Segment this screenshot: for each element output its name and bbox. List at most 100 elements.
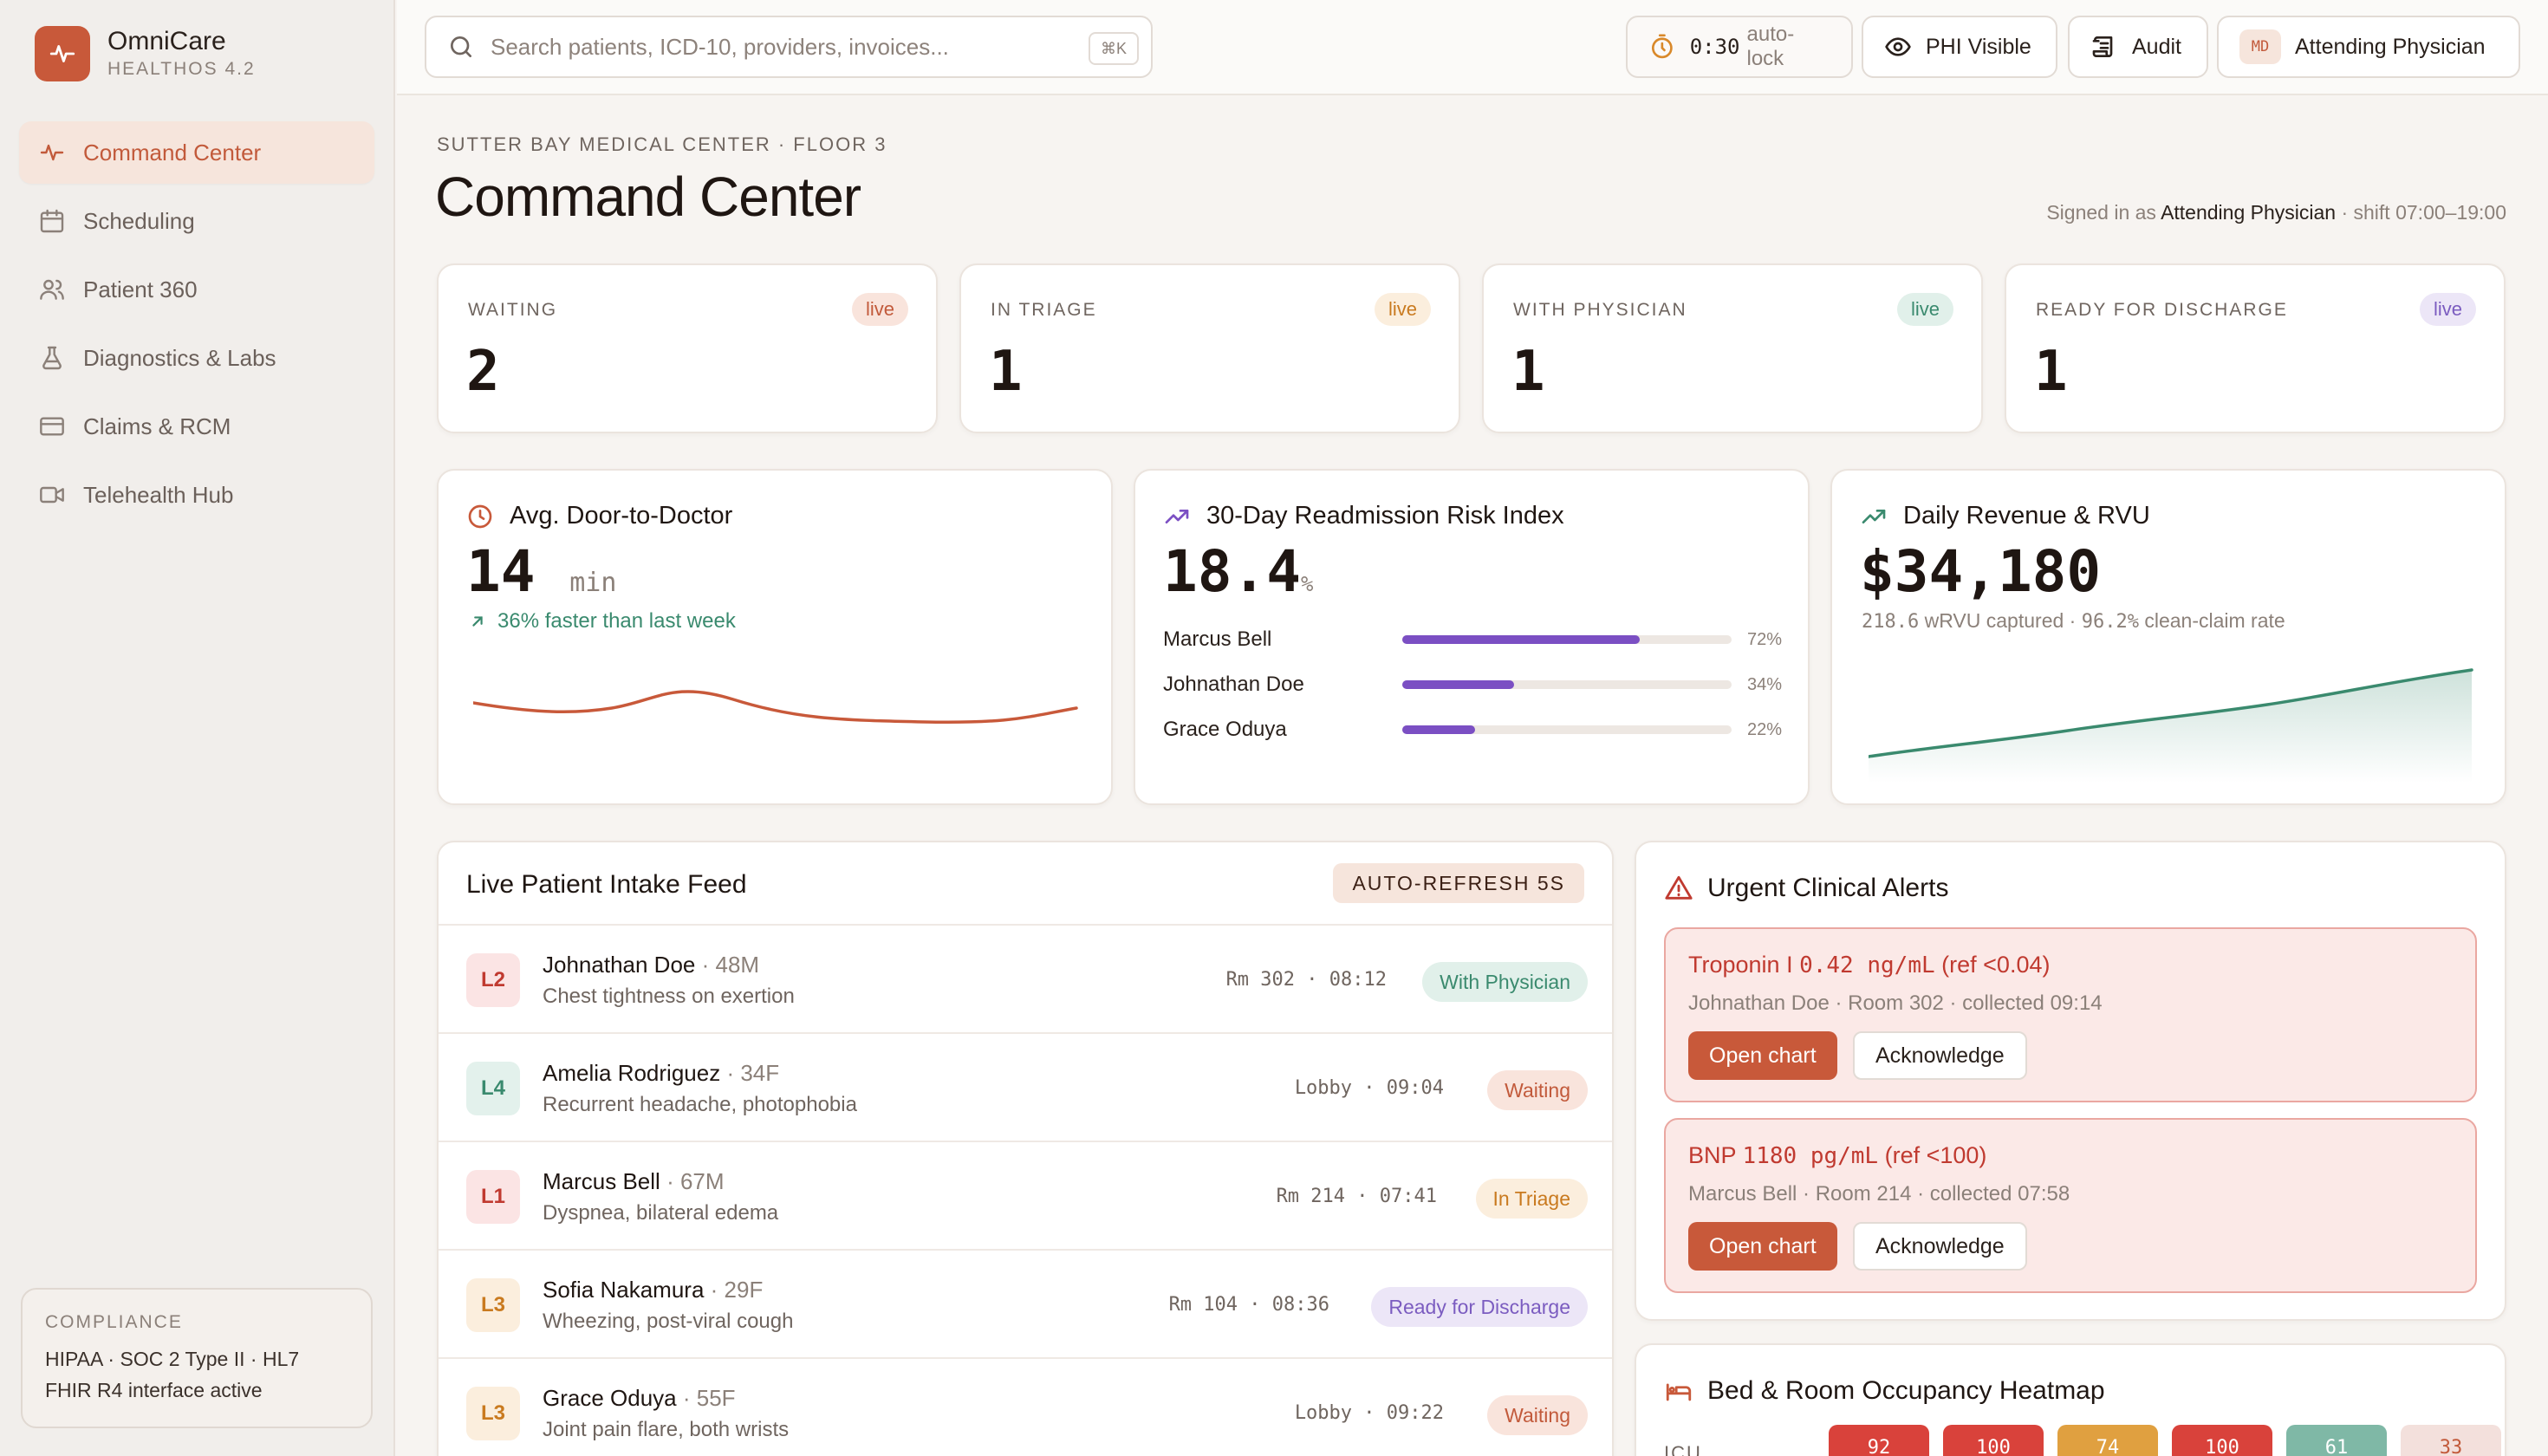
daily-revenue-card[interactable]: Daily Revenue & RVU $34,180 218.6 wRVU c… <box>1830 469 2506 805</box>
search-box[interactable]: ⌘K <box>425 16 1153 78</box>
live-badge: live <box>2419 293 2476 326</box>
sidebar-item-diagnostics-labs[interactable]: Diagnostics & Labs <box>19 327 374 389</box>
stat-card-with-physician[interactable]: WITH PHYSICIAN live 1 <box>1482 263 1983 433</box>
door-to-doctor-sparkline <box>473 690 1078 725</box>
flask-icon <box>42 346 62 370</box>
acknowledge-button[interactable]: Acknowledge <box>1853 1222 2027 1271</box>
feed-title: Live Patient Intake Feed <box>466 870 747 899</box>
heatmap-cell[interactable]: 61 <box>2286 1425 2387 1456</box>
metric-title-label: Avg. Door-to-Doctor <box>510 502 733 530</box>
role-menu-button[interactable]: MD Attending Physician <box>2217 16 2520 78</box>
clean-claim-label: clean-claim rate <box>2144 609 2285 632</box>
stat-card-waiting[interactable]: WAITING live 2 <box>437 263 938 433</box>
heatmap-cell[interactable]: 92 <box>1829 1425 1929 1456</box>
acknowledge-button[interactable]: Acknowledge <box>1853 1031 2027 1080</box>
stat-value: 1 <box>989 340 1023 404</box>
heatmap-cell[interactable]: 100 <box>1943 1425 2044 1456</box>
metric-number: 18.4 <box>1163 538 1301 605</box>
risk-bar-fill <box>1402 680 1515 689</box>
revenue-detail: 218.6 wRVU captured · 96.2% clean-claim … <box>1862 609 2285 633</box>
sidebar-item-label: Telehealth Hub <box>83 481 234 508</box>
alert-reference: (ref <100) <box>1884 1142 1987 1168</box>
acuity-level-badge: L3 <box>466 1387 520 1440</box>
status-badge: With Physician <box>1422 962 1588 1002</box>
patient-name[interactable]: Sofia Nakamura · 29F <box>543 1277 763 1303</box>
autolock-label: auto-lock <box>1746 23 1795 70</box>
feed-row[interactable]: L4 Amelia Rodriguez · 34F Recurrent head… <box>439 1032 1612 1141</box>
alert-value: 0.42 ng/mL <box>1799 952 1935 978</box>
eye-icon <box>1885 37 1911 56</box>
heatmap-cell[interactable]: 74 <box>2057 1425 2158 1456</box>
stat-card-ready-for-discharge[interactable]: READY FOR DISCHARGE live 1 <box>2005 263 2506 433</box>
feed-row[interactable]: L1 Marcus Bell · 67M Dyspnea, bilateral … <box>439 1141 1612 1249</box>
sidebar-item-patient-360[interactable]: Patient 360 <box>19 258 374 321</box>
patient-demographics: · 29F <box>710 1277 764 1303</box>
chief-complaint: Wheezing, post-viral cough <box>543 1310 794 1333</box>
metric-unit: % <box>1300 572 1314 596</box>
chief-complaint: Chest tightness on exertion <box>543 985 795 1008</box>
timer-icon <box>1651 34 1673 59</box>
feed-row[interactable]: L3 Sofia Nakamura · 29F Wheezing, post-v… <box>439 1249 1612 1357</box>
sidebar: OmniCare HEALTHOS 4.2 Command Center Sch… <box>0 0 395 1456</box>
compliance-interface: FHIR R4 interface active <box>45 1379 263 1401</box>
risk-patient-name: Marcus Bell <box>1163 627 1272 651</box>
heatmap-cell[interactable]: 100 <box>2172 1425 2272 1456</box>
risk-bar-track <box>1402 680 1732 689</box>
chief-complaint: Dyspnea, bilateral edema <box>543 1201 779 1225</box>
search-input[interactable] <box>491 33 1063 61</box>
heatmap-title-label: Bed & Room Occupancy Heatmap <box>1707 1376 2105 1405</box>
status-badge: Waiting <box>1487 1395 1588 1435</box>
wrvu-value: 218.6 <box>1862 611 1920 633</box>
door-to-doctor-title: Avg. Door-to-Doctor <box>466 502 732 530</box>
stat-card-in-triage[interactable]: IN TRIAGE live 1 <box>959 263 1460 433</box>
phi-visible-button[interactable]: PHI Visible <box>1862 16 2057 78</box>
patient-name[interactable]: Grace Oduya · 55F <box>543 1385 736 1412</box>
sidebar-item-label: Claims & RCM <box>83 413 231 439</box>
signed-role: Attending Physician <box>2161 201 2337 224</box>
risk-bar-track <box>1402 635 1732 644</box>
bed-icon <box>1666 1383 1692 1401</box>
risk-percent: 22% <box>1747 719 1783 739</box>
users-icon <box>40 279 64 300</box>
patient-name-text: Johnathan Doe <box>543 952 696 978</box>
feed-row[interactable]: L3 Grace Oduya · 55F Joint pain flare, b… <box>439 1357 1612 1456</box>
sidebar-item-label: Diagnostics & Labs <box>83 344 276 371</box>
risk-row[interactable]: Marcus Bell 72% <box>1163 627 1784 653</box>
risk-row[interactable]: Grace Oduya 22% <box>1163 717 1784 743</box>
door-to-doctor-trend: 36% faster than last week <box>468 609 736 634</box>
door-to-doctor-card[interactable]: Avg. Door-to-Doctor 14 min 36% faster th… <box>437 469 1113 805</box>
patient-name[interactable]: Amelia Rodriguez · 34F <box>543 1060 779 1087</box>
open-chart-button[interactable]: Open chart <box>1688 1031 1837 1080</box>
live-badge: live <box>851 293 908 326</box>
sidebar-item-telehealth-hub[interactable]: Telehealth Hub <box>19 464 374 526</box>
auto-refresh-badge[interactable]: AUTO-REFRESH 5S <box>1333 863 1584 903</box>
arrow-up-right-icon <box>472 616 483 627</box>
feed-row[interactable]: L2 Johnathan Doe · 48M Chest tightness o… <box>439 924 1612 1032</box>
signed-shift: · shift 07:00–19:00 <box>2341 201 2506 224</box>
readmission-risk-card[interactable]: 30-Day Readmission Risk Index 18.4% Marc… <box>1134 469 1810 805</box>
stat-label: IN TRIAGE <box>991 300 1097 320</box>
room-and-time: Rm 104 · 08:36 <box>1168 1294 1329 1316</box>
sidebar-item-label: Patient 360 <box>83 276 198 302</box>
patient-name[interactable]: Johnathan Doe · 48M <box>543 952 759 978</box>
brand[interactable]: OmniCare HEALTHOS 4.2 <box>35 26 256 81</box>
risk-row[interactable]: Johnathan Doe 34% <box>1163 672 1784 698</box>
clean-claim-value: 96.2% <box>2081 611 2139 633</box>
urgent-alerts-panel: Urgent Clinical Alerts Troponin I 0.42 n… <box>1635 841 2506 1321</box>
sidebar-item-claims-rcm[interactable]: Claims & RCM <box>19 395 374 458</box>
sidebar-item-command-center[interactable]: Command Center <box>19 121 374 184</box>
patient-name[interactable]: Marcus Bell · 67M <box>543 1168 725 1195</box>
acuity-level-badge: L4 <box>466 1062 520 1115</box>
open-chart-button[interactable]: Open chart <box>1688 1222 1837 1271</box>
risk-percent: 72% <box>1747 629 1783 649</box>
metric-unit: min <box>569 568 617 598</box>
risk-bar-track <box>1402 725 1732 734</box>
readmission-value: 18.4% <box>1163 538 1313 605</box>
page-title: Command Center <box>435 166 861 228</box>
sidebar-item-scheduling[interactable]: Scheduling <box>19 190 374 252</box>
audit-button[interactable]: Audit <box>2068 16 2208 78</box>
chief-complaint: Joint pain flare, both wrists <box>543 1418 790 1441</box>
heatmap-cell[interactable]: 33 <box>2401 1425 2501 1456</box>
autolock-timer[interactable]: 0:30 auto-lock <box>1626 16 1853 78</box>
metric-number: 14 <box>466 538 536 605</box>
